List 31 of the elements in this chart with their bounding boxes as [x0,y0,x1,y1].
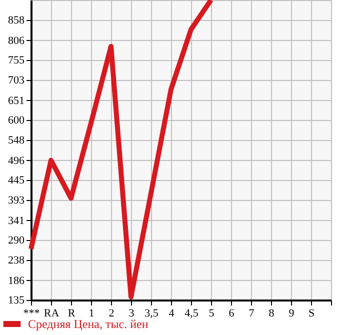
y-tick-label: 755 [8,54,25,66]
y-tick-label: 806 [8,34,25,47]
x-tick-label: 2 [108,308,114,320]
y-tick-label: 548 [8,134,25,147]
x-tick-label: 6 [228,308,235,320]
x-tick-label: 9 [288,308,295,320]
y-tick-label: 290 [8,234,25,246]
y-tick-label: 496 [8,154,25,167]
x-tick-label: 5 [208,308,215,320]
x-tick-label: 7 [248,308,255,320]
legend-label: Средняя Цена, тыс. йен [28,317,149,331]
y-tick-label: 186 [8,274,25,287]
y-tick-label: 238 [8,254,25,267]
y-tick-label: 858 [8,14,25,27]
y-tick-label: 703 [8,74,25,87]
x-tick-label: S [308,308,315,320]
y-tick-label: 600 [8,114,25,126]
x-tick-label: 3,5 [144,308,159,320]
x-tick-label: 1 [88,308,94,320]
y-tick-label: 135 [8,294,25,306]
x-tick-label: *** [23,308,40,320]
x-tick-label: 3 [128,308,135,320]
x-tick-label: 4,5 [184,308,199,320]
x-tick-label: 4 [168,308,175,320]
y-tick-label: 651 [8,94,24,107]
x-tick-label: R [68,308,76,320]
y-tick-label: 393 [8,194,25,207]
y-tick-label: 445 [8,174,25,186]
x-tick-label: RA [44,308,60,320]
y-tick-label: 341 [8,214,24,227]
x-tick-label: 8 [268,308,275,320]
